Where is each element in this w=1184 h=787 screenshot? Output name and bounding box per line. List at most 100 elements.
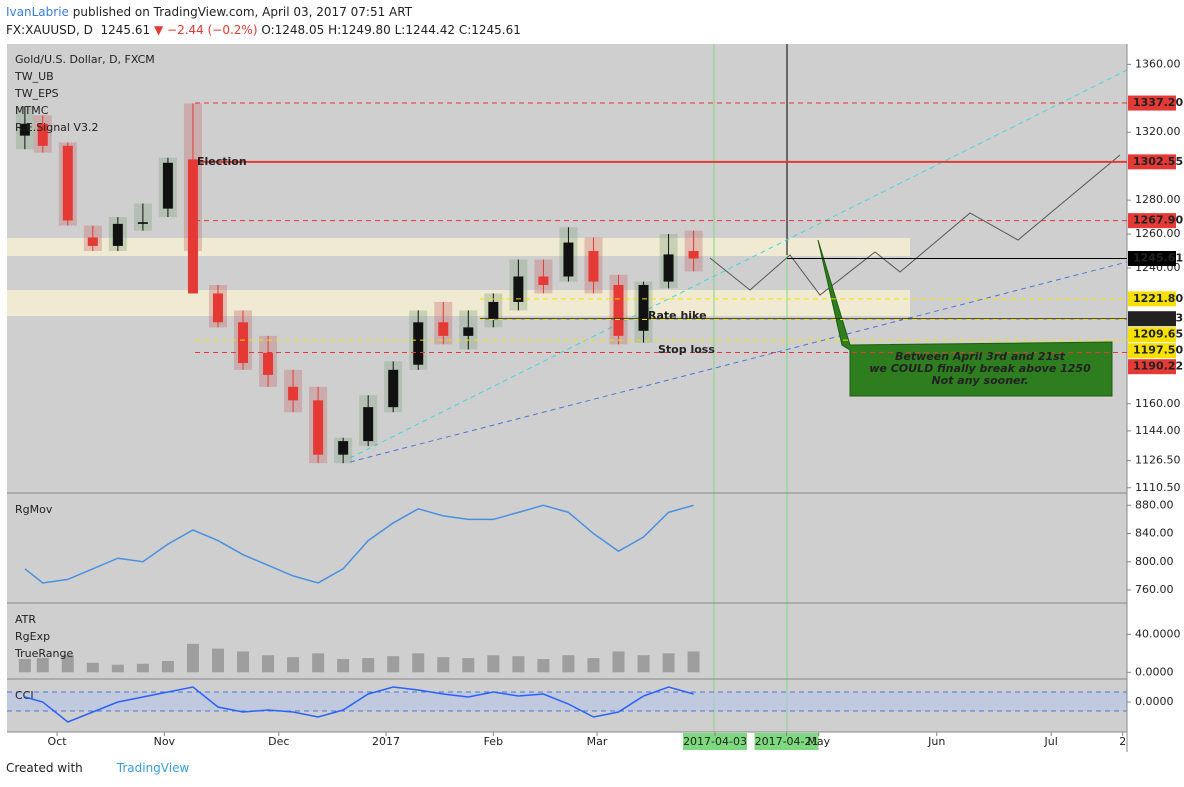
level-label-bg — [1128, 95, 1176, 111]
candle-body — [112, 223, 123, 246]
symbol: FX:XAUUSD, D — [6, 23, 93, 37]
level-label: 1337.20 — [1133, 96, 1183, 109]
open: O:1248.05 — [261, 23, 325, 37]
panel-title: CCI — [15, 689, 34, 702]
published: published on TradingView.com, April 03, … — [72, 5, 413, 19]
y-tick-label: 1110.50 — [1135, 481, 1181, 494]
candle-body — [288, 386, 299, 401]
y-tick-label: 840.00 — [1135, 527, 1174, 540]
header: IvanLabrie published on TradingView.com,… — [6, 3, 521, 39]
author[interactable]: IvanLabrie — [6, 5, 69, 19]
callout-text: we COULD finally break above 1250 — [869, 362, 1091, 375]
bar — [562, 655, 575, 673]
candle-body — [638, 284, 649, 331]
level-label-bg — [1128, 250, 1176, 266]
candle-body — [238, 322, 249, 364]
x-tick-label: Feb — [484, 735, 503, 748]
y-tick-label: 1160.00 — [1135, 397, 1181, 410]
bar — [36, 658, 49, 673]
level-label-bg — [1128, 343, 1176, 359]
indicator-label: RgExp — [15, 630, 50, 643]
bar — [186, 643, 199, 673]
y-tick-label: 760.00 — [1135, 583, 1174, 596]
candle-body — [438, 322, 449, 336]
bar — [312, 653, 325, 673]
indicator-label: TW_UB — [14, 70, 54, 83]
x-tick-label: 2017 — [372, 735, 400, 748]
candle-body — [613, 284, 624, 336]
y-tick-label: 40.0000 — [1135, 627, 1181, 640]
bar — [86, 662, 99, 673]
created: Created with — [6, 761, 83, 775]
x-tick-label: Oct — [48, 735, 68, 748]
level-label-bg — [1128, 311, 1176, 327]
last: 1245.61 — [100, 23, 151, 37]
y-tick-label: 1126.50 — [1135, 454, 1181, 467]
bar — [161, 660, 174, 673]
level-label-bg — [1128, 327, 1176, 343]
date-label-bg — [683, 733, 748, 750]
candle-body — [187, 159, 198, 294]
candle-body — [212, 293, 223, 323]
bar — [287, 657, 300, 673]
low: L:1244.42 — [394, 23, 455, 37]
level-label: 1302.55 — [1133, 155, 1183, 168]
chart-title: Gold/U.S. Dollar, D, FXCM — [15, 53, 155, 66]
level-label: 1245.61 — [1133, 251, 1183, 264]
quote-line: FX:XAUUSD, D 1245.61 ▼ −2.44 (−0.2%) O:1… — [6, 21, 521, 39]
bar — [211, 648, 224, 673]
callout-box — [817, 239, 1113, 397]
publish-line: IvanLabrie published on TradingView.com,… — [6, 3, 521, 21]
bar — [437, 657, 450, 673]
indicator-label: TrueRange — [14, 647, 73, 660]
indicator-label: TW_EPS — [14, 87, 59, 100]
bar — [337, 659, 350, 673]
bar — [262, 655, 275, 673]
brand[interactable]: TradingView — [116, 761, 190, 775]
level-label: 1197.50 — [1133, 344, 1183, 357]
candle-body — [513, 276, 524, 302]
bar — [237, 651, 250, 673]
bar — [462, 658, 475, 673]
close: C:1245.61 — [458, 23, 521, 37]
indicator-label: R.E.Signal V3.2 — [15, 121, 99, 134]
candle-body — [563, 242, 574, 277]
level-label: 1210.13 — [1133, 312, 1183, 325]
x-tick-label: 2017-04-21 — [755, 735, 819, 748]
footer: Created with TradingView — [6, 761, 189, 775]
chart: Oct Nov Dec 2017 Feb Mar 2017-04-03 2017-04-21M… — [7, 44, 1183, 752]
projection-path — [709, 154, 1121, 296]
bar — [612, 651, 625, 673]
candle-body — [363, 407, 374, 442]
y-tick-label: 800.00 — [1135, 555, 1174, 568]
cci-band — [7, 692, 1127, 711]
change: ▼ −2.44 (−0.2%) — [153, 23, 258, 37]
bar — [687, 651, 700, 673]
y-tick-label: 880.00 — [1135, 498, 1174, 511]
bar — [387, 656, 400, 673]
level-label: 1190.22 — [1133, 360, 1183, 373]
y-tick-label: 1360.00 — [1135, 57, 1181, 70]
bar — [412, 653, 425, 673]
x-tick-label: May — [807, 735, 830, 748]
candle-body — [162, 162, 173, 209]
date-label-bg — [754, 733, 819, 750]
candle-body — [62, 145, 73, 221]
x-tick-label: Jun — [927, 735, 945, 748]
candle-body — [313, 400, 324, 455]
bar — [662, 653, 675, 673]
bar — [487, 655, 500, 673]
trend-line — [349, 69, 1128, 459]
zone — [7, 238, 910, 256]
y-tick-label: 1144.00 — [1135, 424, 1181, 437]
x-tick-label: 2017-04-03 — [683, 735, 747, 748]
level-label-bg — [1128, 154, 1176, 170]
candle-body — [463, 327, 474, 336]
annotation: Rate hike — [648, 309, 707, 322]
series-line — [24, 686, 694, 723]
candle-body — [488, 301, 499, 319]
level-label-bg — [1128, 291, 1176, 307]
callout-text: Not any sooner. — [931, 374, 1028, 387]
y-tick-label: 0.0000 — [1135, 665, 1174, 678]
